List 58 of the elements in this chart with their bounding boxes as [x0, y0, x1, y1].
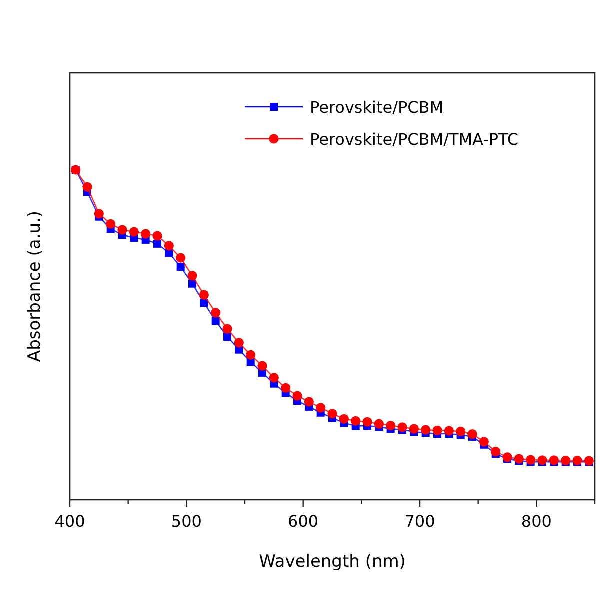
point [374, 419, 384, 429]
x-tick-label: 500 [171, 512, 202, 531]
point [456, 426, 466, 436]
point [188, 271, 198, 281]
point [479, 437, 489, 447]
point [502, 452, 512, 462]
point [339, 414, 349, 424]
point [164, 241, 174, 251]
point [444, 426, 454, 436]
point [222, 324, 232, 334]
point [409, 424, 419, 434]
point [176, 253, 186, 263]
point [432, 426, 442, 436]
y-axis-title: Absorbance (a.u.) [25, 210, 45, 362]
point [398, 422, 408, 432]
point [94, 209, 104, 219]
point [129, 227, 139, 237]
point [141, 229, 151, 239]
point [246, 350, 256, 360]
x-axis-title: Wavelength (nm) [259, 552, 406, 572]
point [212, 317, 220, 326]
point [351, 416, 361, 426]
point [258, 361, 268, 371]
point [281, 383, 291, 393]
point [82, 182, 92, 192]
point [316, 403, 326, 413]
point [188, 280, 196, 288]
point [106, 219, 116, 229]
point [269, 373, 279, 383]
point [199, 290, 209, 300]
point [211, 308, 221, 318]
point [491, 447, 501, 457]
point [538, 456, 548, 466]
point [421, 425, 431, 435]
point [549, 456, 559, 466]
legend-label: Perovskite/PCBM [310, 98, 444, 117]
point [362, 417, 372, 427]
point [292, 391, 302, 401]
point [561, 456, 571, 466]
point [200, 298, 208, 307]
point [514, 454, 524, 464]
point [118, 225, 128, 235]
x-tick-label: 700 [404, 512, 436, 531]
legend-label: Perovskite/PCBM/TMA-PTC [310, 130, 519, 149]
point [572, 456, 582, 466]
point [224, 332, 232, 341]
point [154, 240, 162, 248]
point [304, 397, 314, 407]
point [152, 231, 162, 241]
point [468, 430, 478, 440]
point [386, 420, 396, 431]
x-tick-label: 400 [54, 512, 86, 531]
point [526, 455, 536, 465]
x-tick-label: 600 [288, 512, 319, 531]
x-tick-label: 800 [521, 512, 552, 531]
point [176, 263, 185, 272]
point [328, 409, 338, 419]
point [234, 338, 244, 348]
